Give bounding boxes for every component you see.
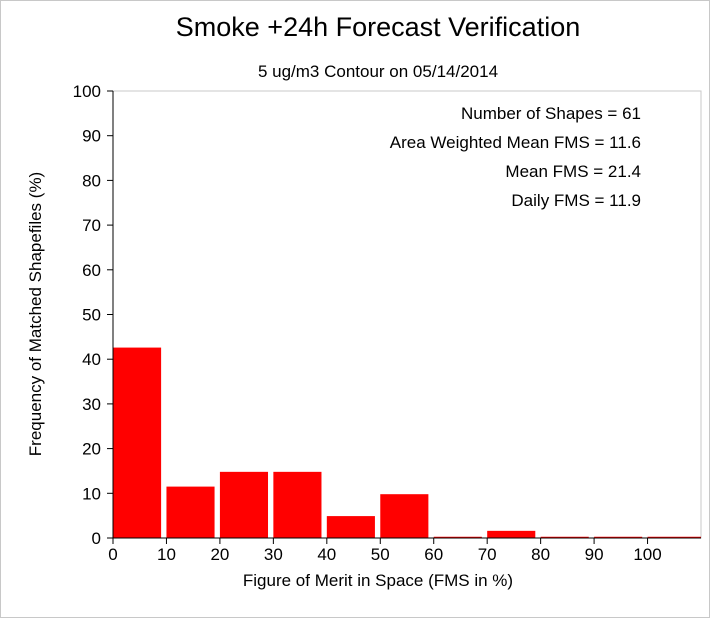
histogram-bar xyxy=(326,516,375,538)
chart-subtitle: 5 ug/m3 Contour on 05/14/2014 xyxy=(258,62,498,81)
x-tick-label: 60 xyxy=(424,545,443,564)
histogram-bar xyxy=(380,494,429,538)
y-tick-label: 60 xyxy=(82,261,101,280)
x-tick-label: 20 xyxy=(210,545,229,564)
x-tick-label: 10 xyxy=(157,545,176,564)
histogram-bar xyxy=(113,347,162,538)
x-tick-label: 30 xyxy=(264,545,283,564)
x-tick-label: 80 xyxy=(531,545,550,564)
stats-annotation: Daily FMS = 11.9 xyxy=(511,191,641,210)
y-tick-label: 30 xyxy=(82,395,101,414)
y-axis-label: Frequency of Matched Shapefiles (%) xyxy=(26,172,45,456)
stats-annotation: Mean FMS = 21.4 xyxy=(505,162,641,181)
y-tick-label: 20 xyxy=(82,440,101,459)
histogram-bar xyxy=(273,471,322,538)
x-tick-label: 40 xyxy=(317,545,336,564)
histogram-bar xyxy=(219,471,269,538)
x-tick-label: 70 xyxy=(478,545,497,564)
x-tick-label: 0 xyxy=(108,545,117,564)
x-tick-label: 100 xyxy=(633,545,661,564)
stats-annotation: Number of Shapes = 61 xyxy=(461,104,641,123)
histogram-bar xyxy=(166,486,215,538)
y-tick-label: 40 xyxy=(82,350,101,369)
plot-area-border xyxy=(112,90,702,539)
stats-annotation: Area Weighted Mean FMS = 11.6 xyxy=(390,133,641,152)
chart-title: Smoke +24h Forecast Verification xyxy=(176,12,580,42)
y-tick-label: 80 xyxy=(82,171,101,190)
x-tick-label: 50 xyxy=(371,545,390,564)
y-tick-label: 10 xyxy=(82,484,101,503)
x-tick-label: 90 xyxy=(585,545,604,564)
y-tick-label: 50 xyxy=(82,306,101,325)
x-axis-label: Figure of Merit in Space (FMS in %) xyxy=(243,571,513,590)
y-tick-label: 0 xyxy=(92,529,101,548)
y-tick-label: 70 xyxy=(82,216,101,235)
y-tick-label: 90 xyxy=(82,127,101,146)
histogram-bar xyxy=(487,530,536,538)
y-tick-label: 100 xyxy=(73,82,101,101)
